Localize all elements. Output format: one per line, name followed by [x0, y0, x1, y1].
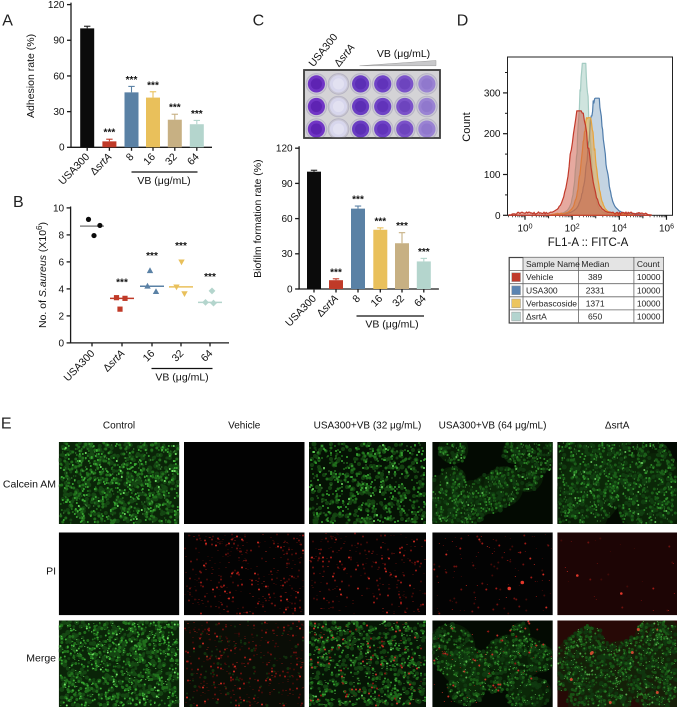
svg-text:0: 0: [495, 211, 501, 222]
svg-text:ΔsrtA: ΔsrtA: [526, 312, 547, 322]
svg-text:VB (μg/mL): VB (μg/mL): [365, 319, 418, 331]
svg-text:***: ***: [204, 272, 216, 283]
svg-text:106: 106: [659, 223, 674, 235]
svg-text:8: 8: [59, 230, 65, 241]
svg-text:***: ***: [104, 128, 116, 139]
svg-text:Adhesion rate (%): Adhesion rate (%): [25, 34, 37, 118]
svg-text:Calcein AM: Calcein AM: [3, 479, 56, 491]
svg-text:***: ***: [374, 216, 386, 227]
svg-text:4: 4: [59, 284, 65, 295]
svg-text:***: ***: [330, 267, 342, 278]
svg-text:10000: 10000: [637, 272, 661, 282]
svg-text:***: ***: [352, 195, 364, 206]
svg-text:0: 0: [59, 143, 65, 154]
svg-text:C: C: [253, 12, 265, 29]
svg-text:90: 90: [281, 179, 293, 190]
svg-text:E: E: [1, 416, 12, 433]
svg-text:***: ***: [169, 103, 181, 114]
svg-text:104: 104: [612, 223, 627, 235]
svg-text:30: 30: [281, 249, 293, 260]
svg-text:10000: 10000: [637, 285, 661, 295]
svg-text:120: 120: [48, 0, 65, 11]
svg-text:Verbascoside: Verbascoside: [526, 298, 577, 308]
svg-text:Sample Name: Sample Name: [526, 259, 580, 269]
svg-text:60: 60: [53, 71, 65, 82]
svg-text:ΔsrtA: ΔsrtA: [605, 420, 630, 431]
svg-text:***: ***: [146, 251, 158, 262]
svg-text:100: 100: [517, 223, 532, 235]
svg-text:USA300+VB (32 μg/mL): USA300+VB (32 μg/mL): [314, 420, 422, 431]
svg-text:Control: Control: [103, 420, 135, 431]
svg-text:60: 60: [281, 214, 293, 225]
svg-text:2331: 2331: [586, 285, 605, 295]
svg-text:Count: Count: [461, 112, 473, 141]
svg-text:Median: Median: [581, 259, 609, 269]
svg-text:0: 0: [59, 338, 65, 349]
svg-text:0: 0: [287, 284, 293, 295]
svg-text:100: 100: [484, 170, 501, 181]
svg-text:389: 389: [588, 272, 602, 282]
svg-text:200: 200: [484, 129, 501, 140]
svg-text:***: ***: [175, 241, 187, 252]
svg-text:10: 10: [53, 203, 65, 214]
svg-text:B: B: [13, 194, 24, 211]
svg-text:VB (μg/mL): VB (μg/mL): [137, 175, 190, 187]
svg-text:6: 6: [59, 257, 65, 268]
svg-text:D: D: [457, 13, 469, 30]
svg-text:30: 30: [53, 107, 65, 118]
svg-text:90: 90: [53, 36, 65, 47]
svg-text:***: ***: [116, 278, 128, 289]
svg-text:102: 102: [565, 223, 580, 235]
svg-text:A: A: [2, 13, 13, 30]
svg-text:***: ***: [418, 247, 430, 258]
svg-text:10000: 10000: [637, 312, 661, 322]
svg-text:650: 650: [588, 312, 602, 322]
svg-text:***: ***: [191, 109, 203, 120]
svg-text:10000: 10000: [637, 298, 661, 308]
svg-text:300: 300: [484, 88, 501, 99]
svg-text:VB (μg/mL): VB (μg/mL): [377, 48, 430, 60]
svg-text:Count: Count: [637, 259, 660, 269]
svg-text:***: ***: [147, 80, 159, 91]
svg-text:***: ***: [396, 221, 408, 232]
svg-text:Vehicle: Vehicle: [526, 272, 554, 282]
svg-text:2: 2: [59, 311, 65, 322]
svg-text:USA300+VB (64 μg/mL): USA300+VB (64 μg/mL): [439, 420, 547, 431]
svg-text:USA300: USA300: [526, 285, 558, 295]
svg-text:120: 120: [276, 144, 293, 155]
svg-text:Vehicle: Vehicle: [228, 420, 261, 431]
svg-text:No. of S.aureus (X106): No. of S.aureus (X106): [35, 222, 50, 328]
svg-text:Biofilm formation rate (%): Biofilm formation rate (%): [252, 159, 264, 277]
svg-text:FL1-A :: FITC-A: FL1-A :: FITC-A: [548, 237, 629, 249]
svg-text:VB (μg/mL): VB (μg/mL): [155, 372, 208, 384]
svg-text:Merge: Merge: [26, 653, 56, 665]
svg-text:***: ***: [126, 75, 138, 86]
svg-text:PI: PI: [46, 566, 56, 578]
svg-text:1371: 1371: [586, 298, 605, 308]
